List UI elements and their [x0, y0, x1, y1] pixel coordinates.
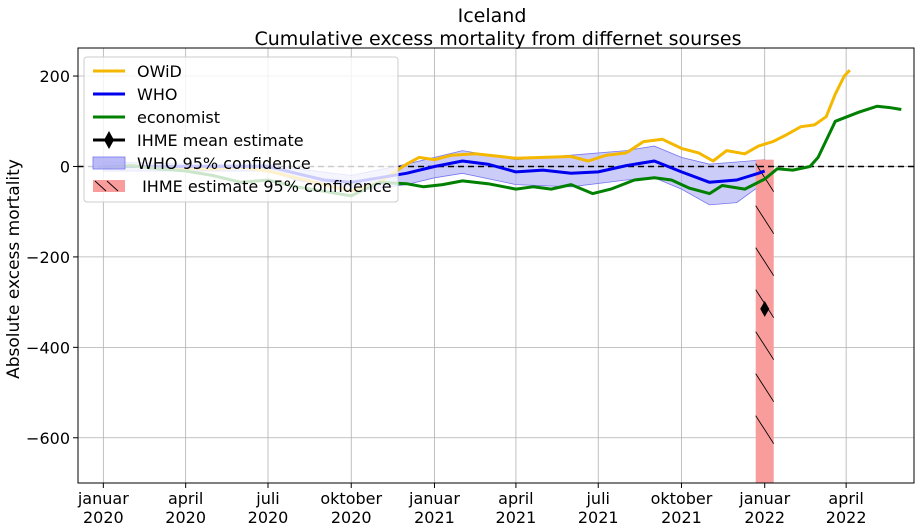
chart-subtitle: Cumulative excess mortality from differn…	[255, 28, 742, 50]
legend-label-who: WHO	[137, 85, 177, 104]
ihme-hatch-2	[755, 247, 775, 276]
legend-diamond-marker	[104, 131, 114, 149]
ihme-hatch-5	[755, 373, 775, 402]
legend-hatch-1	[94, 180, 107, 192]
x-tick-label-month-7: oktober	[651, 489, 713, 508]
x-tick-label-month-5: april	[498, 489, 533, 508]
plot-frame	[77, 47, 915, 484]
axes-frame	[77, 47, 915, 484]
x-tick-label-month-0: januar	[77, 489, 129, 508]
y-axis-label: Absolute excess mortality	[4, 159, 24, 379]
legend: OWiD WHO economist IHME mean estimate WH…	[83, 56, 399, 203]
y-tick-label-0: 200	[39, 67, 70, 86]
x-ticks: januar2020april2020juli2020oktober2020ja…	[77, 483, 867, 527]
x-tick-label-year-1: 2020	[165, 508, 206, 527]
ihme-bar-fill	[755, 159, 774, 483]
legend-label-ihme-mean: IHME mean estimate	[137, 131, 304, 150]
legend-swatch-who-confidence	[92, 156, 126, 170]
ihme-hatch-4	[755, 331, 775, 360]
x-tick-label-month-6: juli	[585, 489, 609, 508]
legend-swatch-ihme-confidence	[93, 180, 125, 192]
x-tick-label-month-1: april	[168, 489, 203, 508]
ihme-mean-marker	[760, 300, 770, 317]
legend-box	[83, 56, 399, 203]
x-tick-label-year-7: 2021	[661, 508, 702, 527]
legend-label-who-confidence: WHO 95% confidence	[137, 154, 311, 173]
x-tick-label-year-4: 2021	[414, 508, 455, 527]
x-tick-label-year-2: 2020	[248, 508, 289, 527]
x-tick-label-month-2: juli	[255, 489, 279, 508]
y-tick-label-2: −200	[26, 248, 70, 267]
x-tick-label-month-4: januar	[408, 489, 460, 508]
ihme-confidence-bar	[755, 159, 775, 483]
y-tick-label-1: 0	[60, 157, 70, 176]
x-tick-label-month-8: januar	[738, 489, 790, 508]
ihme-hatch-1	[755, 205, 775, 234]
x-tick-label-month-3: oktober	[320, 489, 382, 508]
x-tick-label-year-0: 2020	[83, 508, 124, 527]
x-tick-label-year-9: 2022	[826, 508, 867, 527]
x-tick-label-year-8: 2022	[744, 508, 785, 527]
x-tick-label-year-3: 2020	[331, 508, 372, 527]
x-tick-label-year-6: 2021	[578, 508, 619, 527]
legend-label-economist: economist	[137, 108, 220, 127]
y-tick-label-3: −400	[26, 338, 70, 357]
ihme-mean-diamond	[760, 300, 770, 317]
x-tick-label-month-9: april	[828, 489, 863, 508]
y-ticks: 200 0 −200 −400 −600	[26, 67, 78, 448]
legend-label-ihme-confidence: IHME estimate 95% confidence	[137, 177, 392, 196]
y-tick-label-4: −600	[26, 429, 70, 448]
chart-title: Iceland	[458, 5, 527, 27]
legend-hatch-2	[106, 180, 119, 192]
ihme-hatch-6	[755, 415, 775, 444]
x-tick-label-year-5: 2021	[496, 508, 537, 527]
legend-label-owid: OWiD	[137, 62, 182, 81]
